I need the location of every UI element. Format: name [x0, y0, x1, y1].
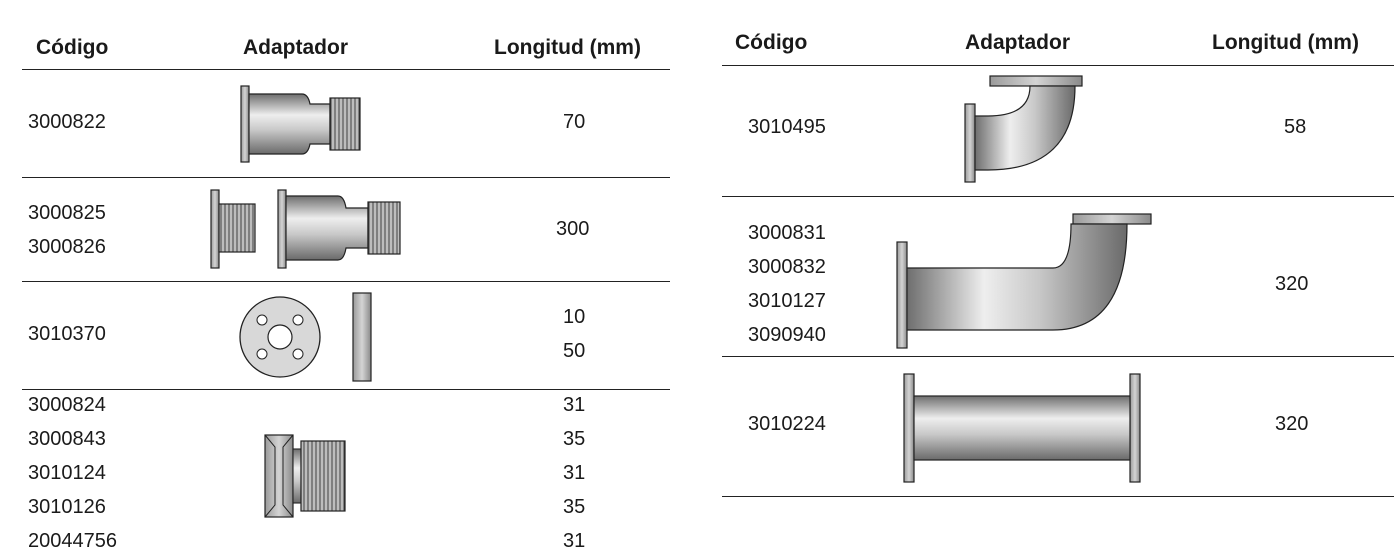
left-row1-length: 70	[563, 111, 586, 133]
left-row4-code: 20044756	[28, 530, 117, 552]
left-row3-code: 3010370	[28, 323, 106, 345]
left-row4-code: 3010124	[28, 462, 106, 484]
left-row3-rule	[22, 389, 670, 390]
left-row1-rule	[22, 177, 670, 178]
hex-plug-icon	[264, 434, 346, 518]
right-header-rule	[722, 65, 1394, 66]
left-header-code: Código	[36, 36, 109, 59]
left-header-rule	[22, 69, 670, 70]
elbow-adapter-icon	[964, 75, 1083, 183]
two-piece-threaded-adapter-icon	[210, 189, 401, 269]
right-row1-length: 58	[1284, 116, 1307, 138]
right-row1-code: 3010495	[748, 116, 826, 138]
right-row2-code: 3000831	[748, 222, 826, 244]
left-row2-codes: 3000825 3000826	[28, 196, 106, 264]
right-row2-code: 3090940	[748, 324, 826, 346]
left-row1-code: 3000822	[28, 111, 106, 133]
left-row3-lengths: 10 50	[563, 300, 585, 368]
right-row2-codes: 3000831 3000832 3010127 3090940	[748, 216, 826, 352]
right-row3-code: 3010224	[748, 413, 826, 435]
left-row3-length: 10	[563, 306, 586, 328]
left-row4-length: 35	[563, 496, 586, 518]
right-header-adapter: Adaptador	[965, 31, 1070, 54]
left-row4-length: 31	[563, 530, 586, 552]
left-row2-rule	[22, 281, 670, 282]
long-elbow-adapter-icon	[896, 213, 1152, 349]
left-row4-codes: 3000824 3000843 3010124 3010126 20044756	[28, 388, 117, 558]
left-row3-length: 50	[563, 340, 586, 362]
left-header-adapter: Adaptador	[243, 36, 348, 59]
right-row2-length: 320	[1275, 273, 1309, 295]
left-row4-code: 3000824	[28, 394, 106, 416]
left-row2-length: 300	[556, 218, 590, 240]
left-row2-code: 3000826	[28, 236, 106, 258]
left-row4-length: 31	[563, 462, 586, 484]
flange-plate-icon	[239, 292, 372, 382]
right-header-code: Código	[735, 31, 808, 54]
left-row4-lengths: 31 35 31 35 31	[563, 388, 585, 558]
left-row4-code: 3000843	[28, 428, 106, 450]
right-header-length: Longitud (mm)	[1212, 31, 1359, 54]
right-row1-rule	[722, 196, 1394, 197]
left-row4-length: 35	[563, 428, 586, 450]
left-row4-code: 3010126	[28, 496, 106, 518]
left-header-length: Longitud (mm)	[494, 36, 641, 59]
right-row2-code: 3000832	[748, 256, 826, 278]
left-row2-code: 3000825	[28, 202, 106, 224]
right-row3-length: 320	[1275, 413, 1309, 435]
right-row2-rule	[722, 356, 1394, 357]
right-row2-code: 3010127	[748, 290, 826, 312]
left-row4-length: 31	[563, 394, 586, 416]
straight-threaded-adapter-icon	[240, 85, 361, 163]
straight-spool-icon	[903, 373, 1141, 483]
right-row3-rule	[722, 496, 1394, 497]
